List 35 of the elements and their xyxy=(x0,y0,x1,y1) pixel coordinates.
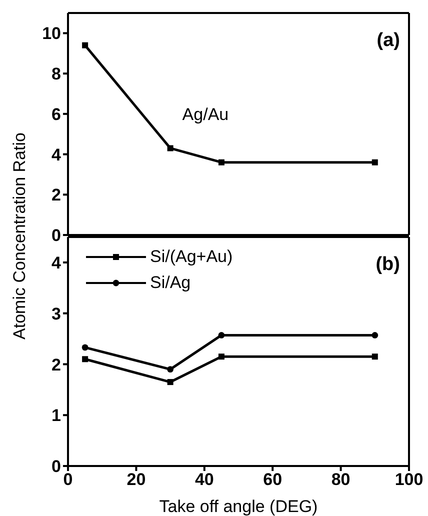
y-tick-label: 0 xyxy=(52,457,61,476)
y-tick-label: 10 xyxy=(42,24,61,44)
x-tick-label: 20 xyxy=(126,470,146,490)
y-tick-label: 0 xyxy=(52,226,61,246)
y-tick-label: 3 xyxy=(52,304,61,324)
point xyxy=(82,356,88,362)
y-tick-label: 2 xyxy=(52,186,61,205)
y-axis-title: Atomic Concentration Ratio xyxy=(10,132,30,340)
point xyxy=(218,332,225,338)
x-tick-label: 40 xyxy=(194,470,214,490)
y-tick-label: 8 xyxy=(52,64,61,84)
point xyxy=(167,366,174,373)
legend-label: Si/(Ag+Au) xyxy=(150,247,233,267)
point xyxy=(167,379,174,386)
x-tick-label: 100 xyxy=(394,470,424,490)
point xyxy=(372,159,378,166)
series-label: Ag/Au xyxy=(182,105,229,124)
x-tick-label: 60 xyxy=(263,470,282,490)
y-tick-label: 4 xyxy=(52,145,62,164)
point xyxy=(82,344,88,351)
annotation: (b) xyxy=(376,254,400,276)
y-tick-label: 2 xyxy=(52,355,61,374)
point xyxy=(167,145,174,152)
y-tick-label: 4 xyxy=(52,253,62,272)
x-tick-label: 80 xyxy=(331,470,350,490)
y-tick-label: 1 xyxy=(52,406,61,426)
point xyxy=(372,354,378,360)
point xyxy=(218,354,224,360)
point xyxy=(218,159,224,166)
point xyxy=(372,332,378,338)
legend-label: Si/Ag xyxy=(150,273,191,293)
point xyxy=(82,42,88,48)
y-tick-label: 6 xyxy=(52,104,61,124)
annotation: (a) xyxy=(376,30,400,52)
x-axis-title: Take off angle (DEG) xyxy=(159,497,318,516)
